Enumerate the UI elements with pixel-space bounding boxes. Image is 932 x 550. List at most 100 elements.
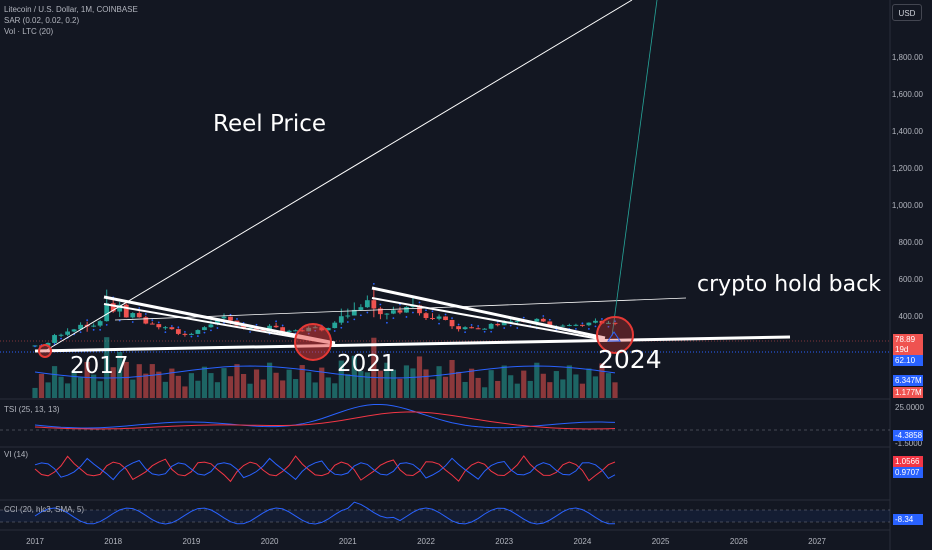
sar-dot bbox=[281, 324, 284, 327]
reel-price-trendline bbox=[44, 0, 633, 352]
tsi-legend[interactable]: TSI (25, 13, 13) bbox=[4, 405, 60, 414]
volume-bar bbox=[371, 337, 377, 398]
sar-dot bbox=[372, 282, 375, 285]
sar-dot bbox=[196, 335, 199, 337]
sar-dot bbox=[255, 323, 258, 326]
volume-bar bbox=[456, 371, 462, 398]
vi-minus-line bbox=[34, 457, 616, 481]
candle-body bbox=[293, 330, 299, 332]
volume-bar bbox=[91, 374, 97, 398]
candle-body bbox=[351, 309, 357, 316]
year-2021-label: 2021 bbox=[337, 351, 396, 377]
sar-dot bbox=[216, 327, 219, 329]
volume-bar bbox=[214, 382, 221, 398]
volume-bar bbox=[175, 375, 181, 398]
volume-bar bbox=[540, 373, 546, 398]
candle-body bbox=[390, 310, 396, 314]
cci-legend[interactable]: CCI (20, hlc3, SMA, 5) bbox=[4, 505, 85, 514]
candle-body bbox=[286, 330, 292, 333]
candle-body bbox=[345, 315, 351, 317]
volume-bar bbox=[566, 365, 572, 398]
volume-bar bbox=[410, 368, 416, 398]
crypto-hold-back-label: crypto hold back bbox=[697, 272, 881, 297]
candle-body bbox=[58, 334, 64, 336]
volume-legend[interactable]: Vol · LTC (20) bbox=[4, 27, 54, 36]
candle-body bbox=[182, 333, 188, 335]
candle-body bbox=[449, 320, 455, 327]
sar-dot bbox=[53, 343, 56, 345]
candle-body bbox=[189, 333, 194, 335]
sar-dot bbox=[340, 326, 343, 329]
candle-body bbox=[325, 328, 331, 331]
candle-body bbox=[417, 305, 422, 314]
circle-2020 bbox=[294, 323, 332, 361]
tsi-value-badge: -4.3858 bbox=[893, 430, 923, 441]
sar-dot bbox=[575, 328, 577, 330]
volume-bar bbox=[579, 383, 585, 398]
sar-dot bbox=[138, 307, 141, 309]
volume-bar bbox=[345, 374, 351, 398]
volume-bar bbox=[208, 373, 214, 398]
sar-dot bbox=[210, 329, 212, 332]
x-tick-label: 2027 bbox=[808, 537, 826, 546]
sar-dot bbox=[425, 309, 427, 312]
last-price-badge: 78.89 bbox=[893, 334, 923, 345]
sar-dot bbox=[392, 317, 395, 320]
sar-dot bbox=[438, 322, 440, 325]
volume-bar bbox=[468, 368, 475, 398]
candle-body bbox=[130, 313, 136, 318]
sar-dot bbox=[346, 321, 349, 323]
candle-body bbox=[514, 320, 520, 322]
sar-dot bbox=[34, 345, 36, 348]
candle-body bbox=[573, 324, 579, 326]
x-tick-label: 2021 bbox=[339, 537, 357, 546]
volume-bar bbox=[364, 372, 370, 398]
candle-body bbox=[65, 331, 71, 335]
volume-bar bbox=[488, 370, 494, 398]
candle-body bbox=[117, 304, 123, 312]
candle-body bbox=[45, 342, 51, 346]
candle-body bbox=[501, 321, 507, 326]
support-line bbox=[34, 335, 791, 353]
sar-dot bbox=[366, 311, 369, 314]
symbol-title[interactable]: Litecoin / U.S. Dollar, 1M, COINBASE bbox=[4, 5, 138, 14]
candle-body bbox=[195, 330, 201, 334]
sar-dot bbox=[457, 323, 460, 326]
volume-bar bbox=[436, 366, 442, 398]
volume-bar bbox=[508, 375, 514, 398]
y-tick-label: 600.00 bbox=[899, 275, 924, 284]
volume-bar bbox=[312, 382, 318, 398]
candle-body bbox=[436, 316, 442, 319]
candle-body bbox=[475, 328, 481, 330]
sar-legend[interactable]: SAR (0.02, 0.02, 0.2) bbox=[4, 16, 80, 25]
sar-dot bbox=[509, 324, 512, 327]
candle-body bbox=[156, 324, 162, 328]
candle-body bbox=[143, 317, 149, 324]
candle-body bbox=[580, 324, 585, 326]
sar-dot bbox=[477, 325, 480, 327]
volume-bar bbox=[240, 374, 247, 398]
y-tick-label: 1,600.00 bbox=[892, 90, 924, 99]
volume-bar bbox=[51, 366, 58, 398]
volume-bar bbox=[130, 379, 136, 398]
candle-body bbox=[202, 327, 207, 331]
candle-body bbox=[52, 335, 57, 343]
vi-minus-badge: 0.9707 bbox=[893, 467, 923, 478]
volume-bar bbox=[299, 365, 305, 398]
volume-bar bbox=[110, 367, 116, 398]
x-tick-label: 2019 bbox=[183, 537, 201, 546]
volume-bar bbox=[475, 377, 481, 398]
volume-badge-b: 1.177M bbox=[893, 387, 923, 398]
candle-body bbox=[215, 318, 220, 325]
candle-body bbox=[378, 308, 383, 315]
volume-bar bbox=[188, 373, 194, 398]
y-tick-label: 400.00 bbox=[899, 312, 924, 321]
sar-dot bbox=[105, 323, 108, 326]
candle-body bbox=[358, 307, 364, 310]
currency-button[interactable]: USD bbox=[892, 4, 922, 21]
volume-bar bbox=[429, 379, 436, 398]
symbol-info: Litecoin / U.S. Dollar, 1M, COINBASE SAR… bbox=[4, 4, 138, 37]
sar-dot bbox=[353, 318, 356, 321]
vi-legend[interactable]: VI (14) bbox=[4, 450, 29, 459]
